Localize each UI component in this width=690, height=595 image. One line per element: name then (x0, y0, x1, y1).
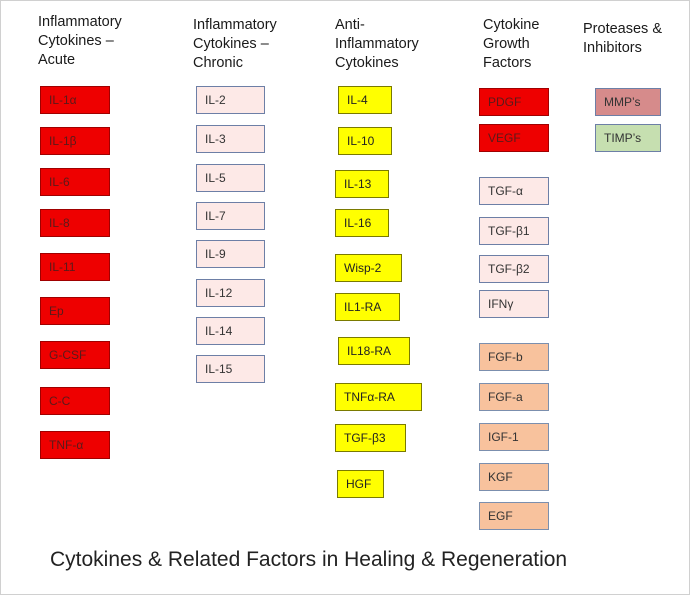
factor-fgf-b: FGF-b (479, 343, 549, 371)
factor-tnfa-ra: TNFα-RA (335, 383, 422, 411)
factor-g-csf: G-CSF (40, 341, 110, 369)
factor-igf-1: IGF-1 (479, 423, 549, 451)
factor-tgf-b1: TGF-β1 (479, 217, 549, 245)
heading-proteases: Proteases & Inhibitors (583, 21, 662, 56)
factor-il-16: IL-16 (335, 209, 389, 237)
factor-il-9: IL-9 (196, 240, 265, 268)
heading-chronic: Inflammatory Cytokines – Chronic (193, 17, 277, 71)
factor-tgf-b3: TGF-β3 (335, 424, 406, 452)
factor-vegf: VEGF (479, 124, 549, 152)
factor-ep: Ep (40, 297, 110, 325)
factor-ifng: IFNγ (479, 290, 549, 318)
diagram-title: Cytokines & Related Factors in Healing &… (50, 548, 568, 571)
factor-il-1b: IL-1β (40, 127, 110, 155)
factor-mmps: MMP’s (595, 88, 661, 116)
factor-il1-ra: IL1-RA (335, 293, 400, 321)
factor-il-2: IL-2 (196, 86, 265, 114)
factor-il-10: IL-10 (338, 127, 392, 155)
factor-tgf-a: TGF-α (479, 177, 549, 205)
factor-egf: EGF (479, 502, 549, 530)
factor-fgf-a: FGF-a (479, 383, 549, 411)
factor-timps: TIMP’s (595, 124, 661, 152)
factor-il-8: IL-8 (40, 209, 110, 237)
factor-il-3: IL-3 (196, 125, 265, 153)
factor-c-c: C-C (40, 387, 110, 415)
factor-tnf-a: TNF-α (40, 431, 110, 459)
factor-il-11: IL-11 (40, 253, 110, 281)
factor-pdgf: PDGF (479, 88, 549, 116)
factor-hgf: HGF (337, 470, 384, 498)
factor-il-14: IL-14 (196, 317, 265, 345)
factor-il-7: IL-7 (196, 202, 265, 230)
heading-growth: Cytokine Growth Factors (483, 17, 540, 71)
factor-il-5: IL-5 (196, 164, 265, 192)
heading-anti: Anti- Inflammatory Cytokines (335, 17, 419, 71)
factor-il-6: IL-6 (40, 168, 110, 196)
factor-il-15: IL-15 (196, 355, 265, 383)
factor-il-13: IL-13 (335, 170, 389, 198)
factor-tgf-b2: TGF-β2 (479, 255, 549, 283)
factor-il-1a: IL-1α (40, 86, 110, 114)
factor-kgf: KGF (479, 463, 549, 491)
heading-acute: Inflammatory Cytokines – Acute (38, 14, 122, 68)
factor-il-12: IL-12 (196, 279, 265, 307)
factor-il18-ra: IL18-RA (338, 337, 410, 365)
factor-il-4: IL-4 (338, 86, 392, 114)
factor-wisp-2: Wisp-2 (335, 254, 402, 282)
